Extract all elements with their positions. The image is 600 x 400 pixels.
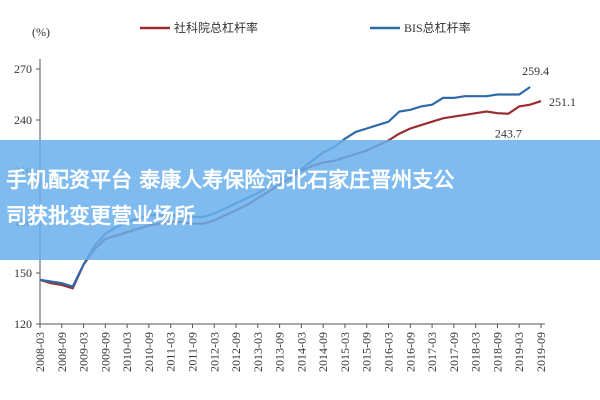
x-tick-label: 2013-09 <box>273 332 287 372</box>
x-tick-label: 2018-09 <box>490 332 504 372</box>
overlay-line: 手机配资平台 泰康人寿保险河北石家庄晋州支公 <box>6 168 455 192</box>
x-tick-label: 2018-03 <box>469 332 483 372</box>
x-tick-label: 2017-09 <box>447 332 461 372</box>
data-label: 251.1 <box>549 95 576 109</box>
y-tick-label: 120 <box>14 317 32 331</box>
x-tick-label: 2016-09 <box>403 332 417 372</box>
legend-label: 社科院总杠杆率 <box>174 20 258 35</box>
x-tick-label: 2010-09 <box>142 332 156 372</box>
x-tick-label: 2014-09 <box>316 332 330 372</box>
x-tick-label: 2013-03 <box>251 332 265 372</box>
x-tick-label: 2008-09 <box>55 332 69 372</box>
x-tick-label: 2011-03 <box>164 332 178 372</box>
x-tick-label: 2011-09 <box>185 332 199 372</box>
y-tick-label: 240 <box>14 113 32 127</box>
x-tick-label: 2016-03 <box>382 332 396 372</box>
x-tick-label: 2012-09 <box>229 332 243 372</box>
x-tick-label: 2009-09 <box>98 332 112 372</box>
x-tick-label: 2015-03 <box>338 332 352 372</box>
overlay-banner: 手机配资平台 泰康人寿保险河北石家庄晋州支公 司获批变更营业场所 <box>0 140 600 260</box>
x-tick-label: 2014-03 <box>294 332 308 372</box>
x-tick-label: 2019-03 <box>512 332 526 372</box>
x-tick-label: 2019-09 <box>534 332 548 372</box>
data-label: 243.7 <box>495 127 522 141</box>
y-tick-label: 150 <box>14 266 32 280</box>
x-tick-label: 2017-03 <box>425 332 439 372</box>
x-tick-label: 2008-03 <box>33 332 47 372</box>
x-tick-label: 2009-03 <box>77 332 91 372</box>
overlay-line: 司获批变更营业场所 <box>6 204 195 228</box>
legend-label: BIS总杠杆率 <box>404 20 471 35</box>
x-tick-label: 2015-09 <box>360 332 374 372</box>
x-tick-label: 2010-03 <box>120 332 134 372</box>
y-tick-label: 270 <box>14 62 32 76</box>
data-label: 259.4 <box>522 64 549 78</box>
x-tick-label: 2012-03 <box>207 332 221 372</box>
y-axis-label: (%) <box>32 25 50 39</box>
